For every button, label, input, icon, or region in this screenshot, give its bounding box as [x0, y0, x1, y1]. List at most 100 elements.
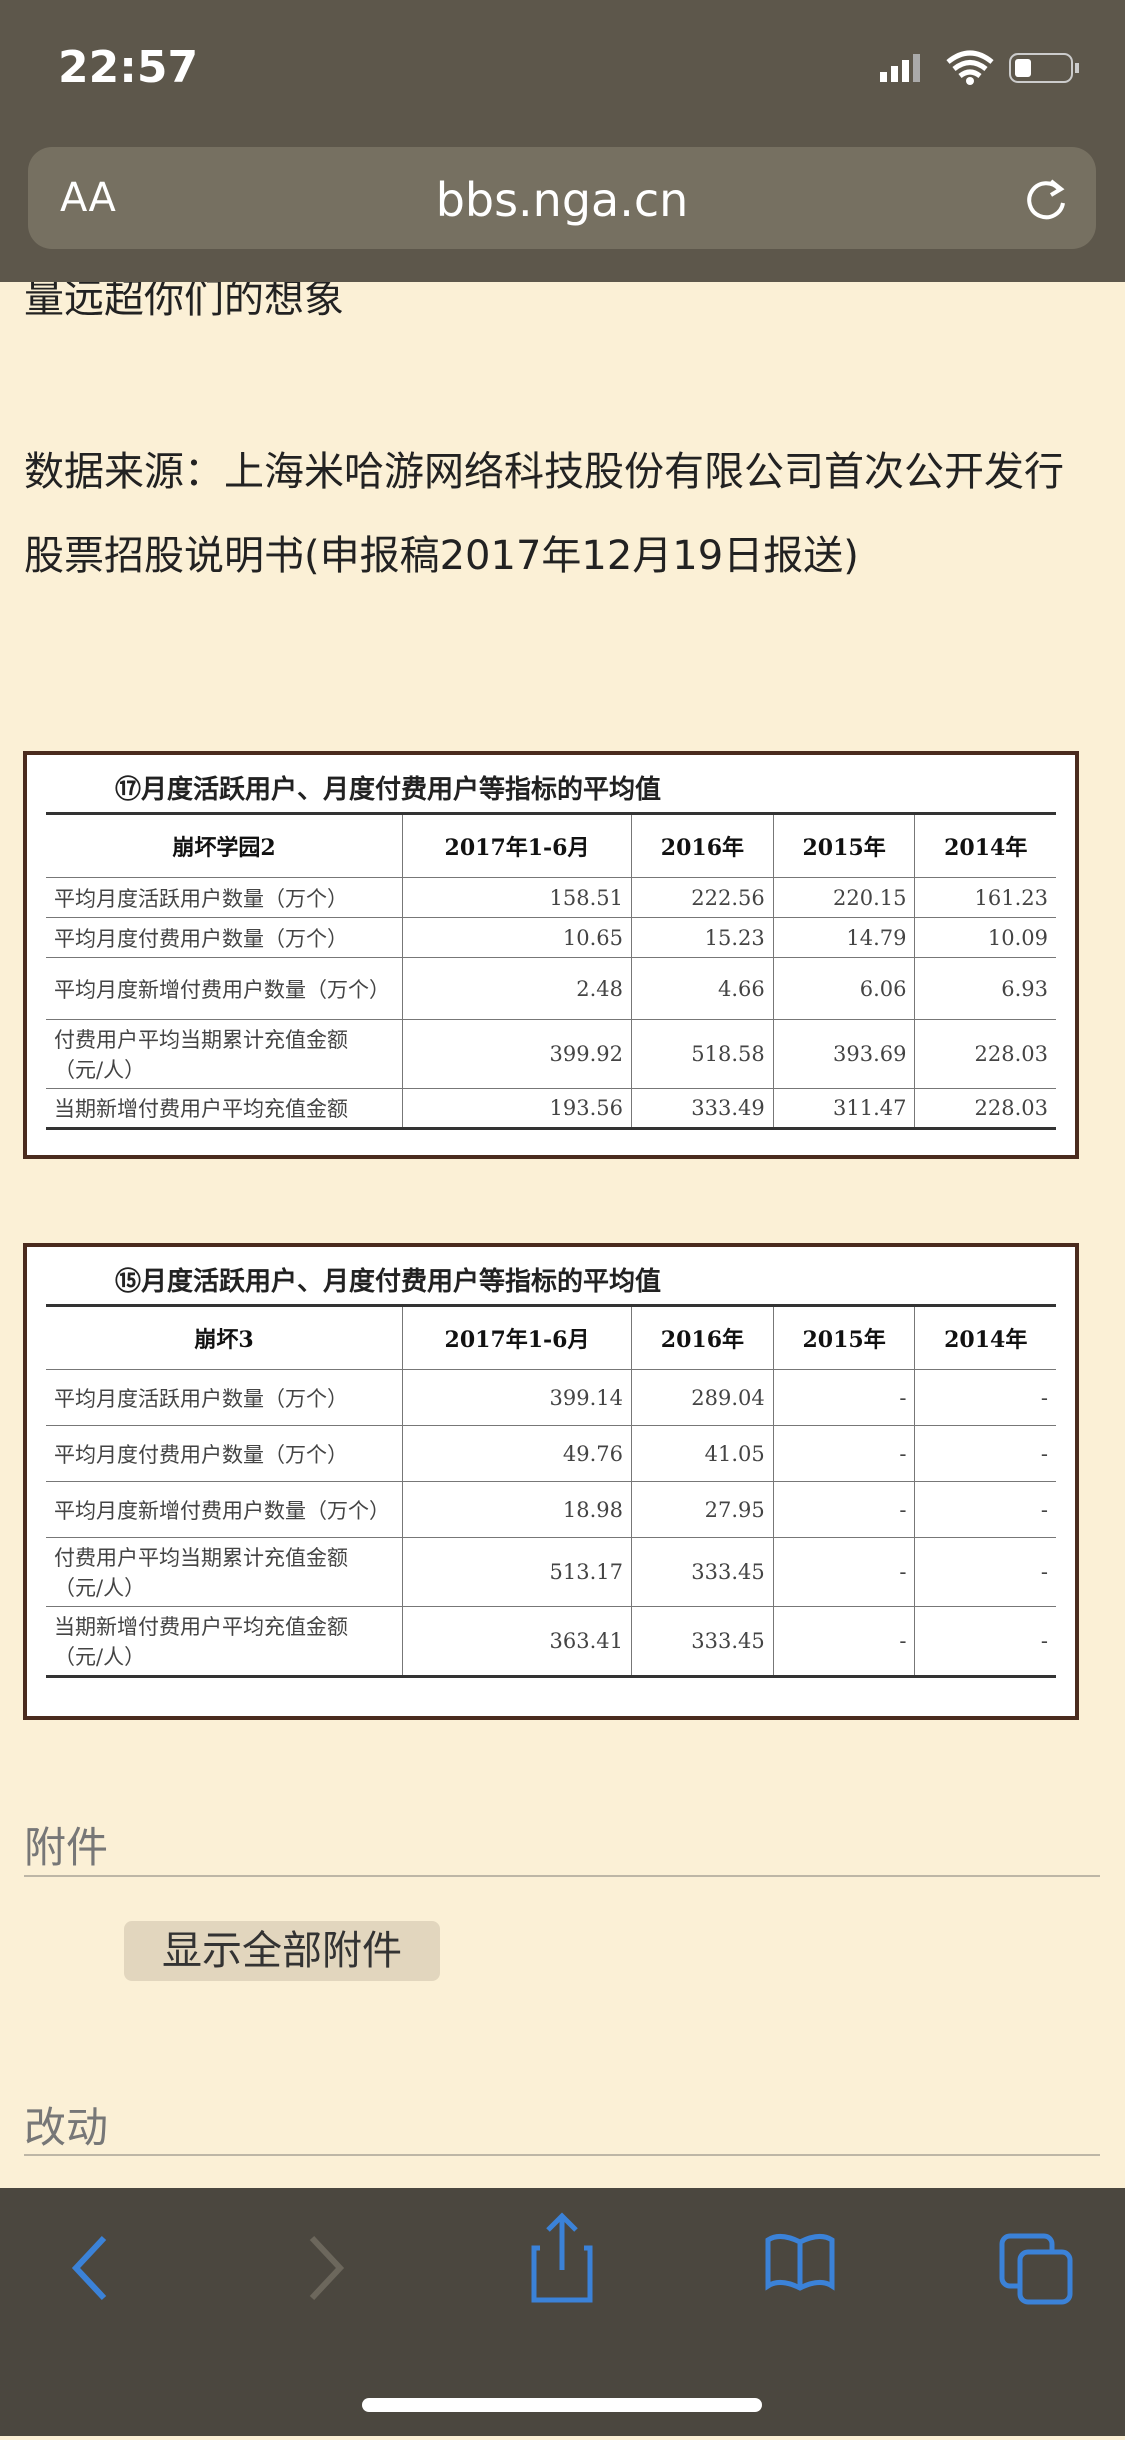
table-cell: 222.56 [631, 877, 774, 918]
url: bbs.nga.cn [435, 173, 689, 227]
divider [24, 2154, 1100, 2156]
table-cell: 18.98 [401, 1481, 633, 1538]
table-cell: 当期新增付费用户平均充值金额 [46, 1088, 403, 1129]
table-cell: 518.58 [631, 1019, 774, 1089]
table-title: ⑮月度活跃用户、月度付费用户等指标的平均值 [115, 1267, 662, 1297]
table-cell: 333.49 [631, 1088, 774, 1129]
table-cell: 49.76 [401, 1425, 633, 1482]
header-cell: 2017年1-6月 [401, 1305, 633, 1370]
home-indicator [362, 2398, 762, 2412]
status-icons [880, 50, 1079, 85]
table-cell: - [914, 1369, 1056, 1426]
table-cell: - [772, 1606, 916, 1677]
table-cell: 平均月度付费用户数量（万个） [46, 1425, 403, 1482]
toolbar [0, 2188, 1125, 2436]
table-cell: 6.06 [772, 957, 916, 1020]
header-cell: 2015年 [772, 813, 916, 878]
table-cell: 399.92 [401, 1019, 633, 1089]
table-cell: 平均月度活跃用户数量（万个） [46, 877, 403, 918]
header-cell: 2016年 [631, 813, 774, 878]
table-row: 平均月度活跃用户数量（万个） 158.51 222.56 220.15 161.23 [46, 877, 1056, 918]
section-heading: 改动 [24, 2103, 109, 2152]
share-button[interactable] [531, 2212, 593, 2303]
article-text: 数据来源：上海米哈游网络科技股份有限公司首次公开发行股票招股说明书(申报稿201… [24, 449, 1064, 579]
header-cell: 2014年 [914, 1305, 1056, 1370]
header-row: 崩坏学园2 2017年1-6月 2016年 2015年 2014年 [46, 813, 1056, 878]
table-cell: 393.69 [772, 1019, 916, 1089]
table-row: 当期新增付费用户平均充值金额 193.56 333.49 311.47 228.03 [46, 1088, 1056, 1129]
table-cell: 付费用户平均当期累计充值金额（元/人） [46, 1537, 403, 1607]
data-table: 崩坏3 2017年1-6月 2016年 2015年 2014年 平均月度活跃用户数量（万个… [46, 1304, 1056, 1678]
table-cell: 228.03 [914, 1088, 1056, 1129]
browser-header: 22:57 AA bbs.nga.cn [0, 0, 1125, 282]
table-cell: 4.66 [631, 957, 774, 1020]
table-cell: - [772, 1425, 916, 1482]
table-cell: 10.65 [401, 917, 633, 958]
header-cell: 2017年1-6月 [401, 813, 633, 878]
table-cell: 15.23 [631, 917, 774, 958]
table-cell: - [772, 1537, 916, 1607]
section-heading: 附件 [24, 1823, 109, 1872]
table-cell: 10.09 [914, 917, 1056, 958]
divider [24, 1875, 1100, 1877]
forward-button[interactable] [309, 2235, 345, 2301]
table-row: 平均月度付费用户数量（万个） 10.65 15.23 14.79 10.09 [46, 917, 1056, 958]
table-cell: 220.15 [772, 877, 916, 918]
text-size-button[interactable]: AA [60, 175, 116, 221]
table-cell: - [914, 1537, 1056, 1607]
table-cell: 付费用户平均当期累计充值金额（元/人） [46, 1019, 403, 1089]
table-image: ⑮月度活跃用户、月度付费用户等指标的平均值 崩坏3 2017年1-6月 2016年 20… [23, 1243, 1079, 1720]
toolbar-icons [71, 2212, 1073, 2305]
clock: 22:57 [58, 42, 199, 93]
table-cell: 2.48 [401, 957, 633, 1020]
table-row: 平均月度活跃用户数量（万个） 399.14 289.04- - [46, 1369, 1056, 1426]
table-row: 付费用户平均当期累计充值金额（元/人） 399.92 518.58 393.69 228… [46, 1019, 1056, 1089]
table-cell: 513.17 [401, 1537, 633, 1607]
reload-icon[interactable] [1021, 175, 1071, 225]
data-table: 崩坏学园2 2017年1-6月 2016年 2015年 2014年 平均月度活跃用户数量（… [46, 812, 1056, 1130]
table-cell: 228.03 [914, 1019, 1056, 1089]
table-row: 平均月度新增付费用户数量（万个） 2.48 4.66 6.06 6.93 [46, 957, 1056, 1020]
table-cell: 161.23 [914, 877, 1056, 918]
header-cell: 崩坏学园2 [46, 813, 403, 878]
table-cell: 363.41 [401, 1606, 633, 1677]
table-cell: 平均月度活跃用户数量（万个） [46, 1369, 403, 1426]
table-cell: 平均月度付费用户数量（万个） [46, 917, 403, 958]
article-text: 量远超你们的想象 [24, 276, 344, 322]
table-cell: 333.45 [631, 1606, 774, 1677]
table-row: 平均月度付费用户数量（万个） 49.76 41.05- - [46, 1425, 1056, 1482]
table-row: 当期新增付费用户平均充值金额（元/人） 363.41 333.45- - [46, 1606, 1056, 1677]
table-cell: - [914, 1481, 1056, 1538]
show-attachments-button[interactable]: 显示全部附件 [124, 1921, 440, 1981]
table-cell: 41.05 [631, 1425, 774, 1482]
table-cell: - [772, 1369, 916, 1426]
address-bar[interactable]: AA bbs.nga.cn [28, 147, 1096, 249]
table-cell: 399.14 [401, 1369, 633, 1426]
table-cell: 158.51 [401, 877, 633, 918]
table-cell: 333.45 [631, 1537, 774, 1607]
table-cell: 平均月度新增付费用户数量（万个） [46, 1481, 403, 1538]
table-cell: - [772, 1481, 916, 1538]
table-row: 付费用户平均当期累计充值金额（元/人） 513.17 333.45- - [46, 1537, 1056, 1607]
header-cell: 崩坏3 [46, 1305, 403, 1370]
table-cell: 平均月度新增付费用户数量（万个） [46, 957, 403, 1020]
table-cell: 193.56 [401, 1088, 633, 1129]
table-cell: 当期新增付费用户平均充值金额（元/人） [46, 1606, 403, 1677]
header-cell: 2016年 [631, 1305, 774, 1370]
header-cell: 2014年 [914, 813, 1056, 878]
table-cell: 14.79 [772, 917, 916, 958]
header-cell: 2015年 [772, 1305, 916, 1370]
table-cell: 27.95 [631, 1481, 774, 1538]
bookmarks-button[interactable] [765, 2234, 835, 2291]
table-title: ⑰月度活跃用户、月度付费用户等指标的平均值 [115, 775, 662, 805]
table-cell: - [914, 1425, 1056, 1482]
table-cell: 6.93 [914, 957, 1056, 1020]
table-cell: 311.47 [772, 1088, 916, 1129]
back-button[interactable] [71, 2235, 107, 2301]
table-row: 平均月度新增付费用户数量（万个） 18.98 27.95- - [46, 1481, 1056, 1538]
table-image: ⑰月度活跃用户、月度付费用户等指标的平均值崩坏学园2 2017年1-6月 2016年… [23, 751, 1079, 1159]
table-cell: 289.04 [631, 1369, 774, 1426]
table-cell: - [914, 1606, 1056, 1677]
header-row: 崩坏3 2017年1-6月 2016年 2015年 2014年 [46, 1305, 1056, 1370]
